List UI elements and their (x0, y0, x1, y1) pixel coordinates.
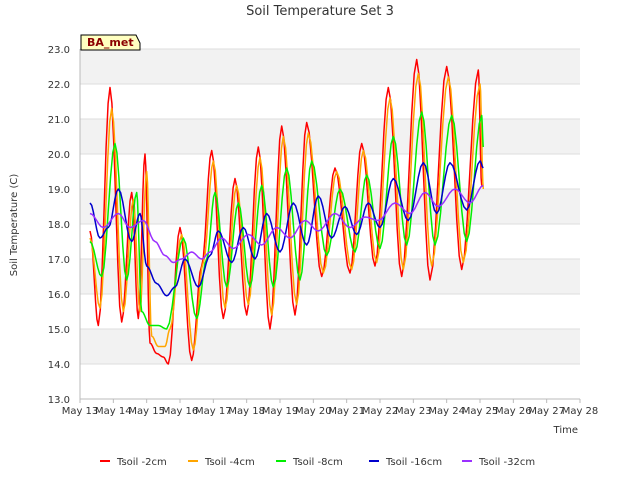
x-tick-label: May 23 (395, 406, 432, 417)
y-tick-label: 21.0 (48, 115, 70, 126)
chart-title: Soil Temperature Set 3 (246, 4, 394, 19)
axes (79, 49, 580, 400)
x-tick-label: May 18 (228, 406, 265, 417)
background-band (80, 364, 580, 399)
x-tick-label: May 22 (362, 406, 399, 417)
legend-label: Tsoil -4cm (204, 457, 255, 468)
legend: Tsoil -2cm Tsoil -4cm Tsoil -8cm Tsoil -16c… (100, 457, 535, 468)
legend-label: Tsoil -2cm (116, 457, 167, 468)
y-tick-label: 16.0 (48, 290, 70, 301)
x-tick-label: May 25 (462, 406, 499, 417)
y-tick-label: 17.0 (48, 255, 70, 266)
y-tick-label: 15.0 (48, 325, 70, 336)
x-tick-label: May 13 (62, 406, 99, 417)
x-tick-label: May 16 (162, 406, 199, 417)
series-line-tsoil-16cm (89, 160, 484, 297)
station-badge: BA_met (80, 34, 141, 51)
y-tick-label: 23.0 (48, 45, 70, 56)
x-tick-label: May 17 (195, 406, 232, 417)
badge-box (80, 34, 141, 51)
background-band (80, 84, 580, 119)
x-tick-label: May 20 (295, 406, 332, 417)
x-tick-label: May 28 (562, 406, 599, 417)
y-tick-label: 13.0 (48, 395, 70, 406)
y-tick-label: 22.0 (48, 80, 70, 91)
background-band (80, 119, 580, 154)
background-band (80, 49, 580, 84)
x-tick-label: May 21 (328, 406, 365, 417)
x-axis-label: Time (553, 425, 578, 436)
badge-text: BA_met (87, 36, 134, 49)
legend-label: Tsoil -32cm (478, 457, 535, 468)
legend-label: Tsoil -8cm (292, 457, 343, 468)
series-line-tsoil-4cm (89, 72, 485, 351)
background-band (80, 154, 580, 189)
x-tick-label: May 15 (128, 406, 165, 417)
x-tick-label: May 26 (495, 406, 532, 417)
y-tick-label: 19.0 (48, 185, 70, 196)
series-lines (89, 58, 485, 365)
y-tick-label: 18.0 (48, 220, 70, 231)
background-band (80, 329, 580, 364)
y-tick-label: 14.0 (48, 360, 70, 371)
x-tick-label: May 19 (262, 406, 299, 417)
x-tick-label: May 14 (95, 406, 132, 417)
series-line-tsoil-32cm (89, 184, 484, 264)
series-line-tsoil-8cm (89, 111, 485, 330)
y-tick-labels: 13.0 14.0 15.0 16.0 17.0 18.0 19.0 20.0 21.0 22.0… (48, 45, 70, 406)
x-tick-label: May 27 (528, 406, 565, 417)
background-band (80, 259, 580, 294)
y-axis-label: Soil Temperature (C) (9, 174, 20, 277)
x-tick-label: May 24 (428, 406, 465, 417)
legend-label: Tsoil -16cm (385, 457, 442, 468)
y-tick-label: 20.0 (48, 150, 70, 161)
background-band (80, 294, 580, 329)
